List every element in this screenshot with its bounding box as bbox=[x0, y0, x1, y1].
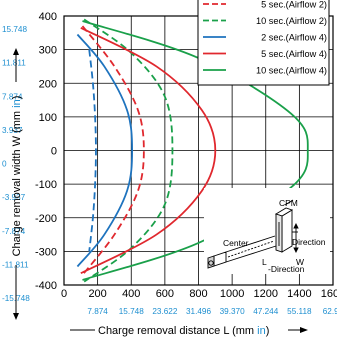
y-tick-label: 100 bbox=[39, 112, 57, 124]
series-line-5-sec-airflow-2 bbox=[81, 25, 145, 276]
x-tick-label: 400 bbox=[122, 288, 140, 300]
legend-label: 5 sec.(Airflow 2) bbox=[261, 0, 327, 10]
series-line-10-sec-airflow-4 bbox=[82, 20, 309, 281]
x-tick-label: 1000 bbox=[220, 288, 244, 300]
cpm-device-icon bbox=[207, 199, 299, 269]
series-line-2-sec-airflow-2 bbox=[88, 49, 97, 252]
x-axis-title: Charge removal distance L (mm in) bbox=[70, 325, 308, 337]
svg-text:Charge removal width W (mm in): Charge removal width W (mm in) bbox=[11, 96, 23, 257]
y-label-unit: in bbox=[11, 99, 23, 108]
x-tick-label-in: 15.748 bbox=[119, 307, 144, 316]
series-line-5-sec-airflow-4 bbox=[80, 26, 217, 275]
legend-label: 2 sec.(Airflow 4) bbox=[261, 33, 327, 43]
y-tick-label-in: -11.811 bbox=[2, 260, 29, 269]
y-tick-label-in: 11.811 bbox=[2, 59, 26, 68]
y-tick-label: -100 bbox=[35, 179, 57, 191]
inset-minus-direction: -Direction bbox=[268, 264, 305, 274]
inset-plus-direction: +Direction bbox=[287, 237, 326, 247]
y-tick-label: 400 bbox=[39, 11, 57, 23]
svg-text:Charge removal distance L (mm: Charge removal distance L (mm in) bbox=[98, 325, 269, 337]
x-tick-label: 600 bbox=[156, 288, 174, 300]
x-tick-label: 1600 bbox=[321, 288, 337, 300]
x-tick-label: 1200 bbox=[254, 288, 278, 300]
x-tick-label-in: 47.244 bbox=[253, 307, 278, 316]
y-tick-label: -200 bbox=[35, 213, 57, 225]
legend-label: 5 sec.(Airflow 4) bbox=[261, 49, 327, 59]
y-tick-label: 300 bbox=[39, 45, 57, 57]
y-tick-label: 0 bbox=[51, 146, 57, 158]
x-tick-label-in: 39.370 bbox=[220, 307, 245, 316]
x-tick-label-in: 62.99 bbox=[323, 307, 337, 316]
legend-label: 10 sec.(Airflow 4) bbox=[256, 66, 327, 76]
axis-ticks: 020040060080010001200140016007.87415.748… bbox=[2, 11, 337, 316]
y-tick-label-in: 3.937 bbox=[2, 126, 23, 135]
x-tick-label: 800 bbox=[189, 288, 207, 300]
legend-label: 10 sec.(Airflow 2) bbox=[256, 16, 327, 26]
x-tick-label-in: 31.496 bbox=[186, 307, 211, 316]
x-label-unit: in bbox=[257, 325, 266, 337]
y-tick-label-in: 7.874 bbox=[2, 92, 23, 101]
y-tick-label: 200 bbox=[39, 78, 57, 90]
y-axis-title: Charge removal width W (mm in) bbox=[11, 48, 23, 320]
x-tick-label-in: 55.118 bbox=[287, 307, 312, 316]
y-tick-label: -300 bbox=[35, 246, 57, 258]
y-label-suffix: ) bbox=[11, 96, 23, 100]
inset-l-label: L bbox=[262, 257, 267, 267]
y-tick-label-in: -7.874 bbox=[2, 227, 26, 236]
y-label-prefix: Charge removal width W (mm bbox=[11, 108, 23, 257]
x-tick-label: 1400 bbox=[287, 288, 311, 300]
x-label-suffix: ) bbox=[266, 325, 270, 337]
inset-diagram: CPM Center +Direction -Direction L W bbox=[204, 188, 330, 274]
legend: 5 sec.(Airflow 2) 10 sec.(Airflow 2) 2 sec… bbox=[197, 0, 330, 86]
x-tick-label-in: 7.874 bbox=[87, 307, 108, 316]
y-tick-label-in: 0 bbox=[2, 160, 7, 169]
x-tick-label: 0 bbox=[61, 288, 67, 300]
y-tick-label-in: -3.937 bbox=[2, 193, 26, 202]
series-line-2-sec-airflow-4 bbox=[76, 33, 133, 268]
inset-w-label: W bbox=[296, 257, 304, 267]
y-tick-label-in: 15.748 bbox=[2, 25, 27, 34]
x-label-prefix: Charge removal distance L (mm bbox=[98, 325, 257, 337]
y-tick-label: -400 bbox=[35, 280, 57, 292]
data-curves bbox=[76, 18, 309, 283]
inset-center-label: Center bbox=[223, 238, 249, 248]
x-tick-label: 200 bbox=[88, 288, 106, 300]
x-tick-label-in: 23.622 bbox=[152, 307, 177, 316]
